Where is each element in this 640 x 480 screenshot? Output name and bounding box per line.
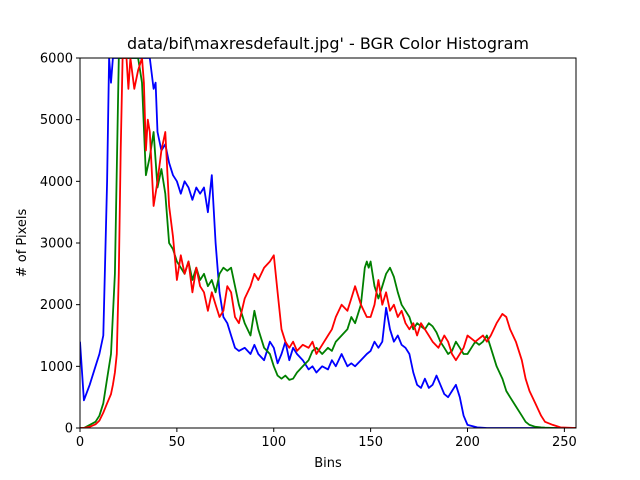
- x-tick-label: 100: [261, 435, 286, 450]
- y-axis-ticks: 0 1000 2000 3000 4000 5000 6000: [40, 52, 80, 437]
- y-tick-label: 6000: [40, 52, 73, 67]
- x-tick-label: 150: [358, 435, 383, 450]
- y-tick-label: 1000: [40, 360, 73, 375]
- x-tick-label: 200: [455, 435, 480, 450]
- series-line-2: [80, 58, 576, 428]
- y-tick-label: 3000: [40, 237, 73, 252]
- chart-title: data/bif\maxresdefault.jpg' - BGR Color …: [127, 34, 529, 53]
- x-tick-label: 50: [169, 435, 186, 450]
- y-tick-label: 0: [65, 422, 73, 437]
- y-tick-label: 5000: [40, 113, 73, 128]
- y-axis-label: # of Pixels: [15, 209, 30, 278]
- x-tick-label: 0: [76, 435, 84, 450]
- x-tick-label: 250: [552, 435, 577, 450]
- x-axis-ticks: 0 50 100 150 200 250: [76, 428, 577, 450]
- x-axis-label: Bins: [314, 456, 342, 471]
- series-line-0: [80, 58, 576, 428]
- series-layer: [80, 58, 576, 428]
- y-tick-label: 4000: [40, 175, 73, 190]
- y-tick-label: 2000: [40, 298, 73, 313]
